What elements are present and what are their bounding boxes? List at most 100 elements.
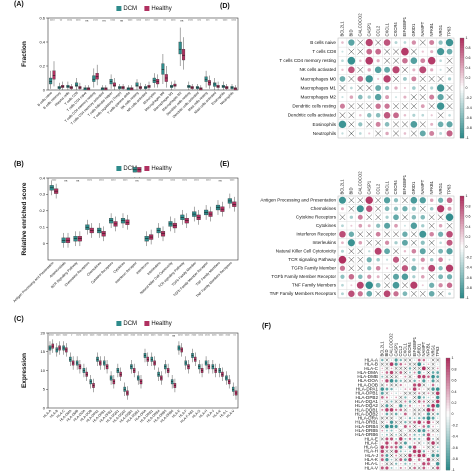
correlation-dot xyxy=(435,462,440,466)
colorbar-segment xyxy=(460,254,464,258)
correlation-dot xyxy=(381,429,384,432)
correlation-dot xyxy=(341,241,344,245)
correlation-dot xyxy=(422,363,425,366)
colorbar-tick-label: 1 xyxy=(466,194,468,198)
correlation-dot xyxy=(385,95,390,100)
nonsignificant-cross xyxy=(380,362,384,366)
nonsignificant-cross xyxy=(366,214,373,221)
correlation-dot xyxy=(432,463,434,465)
correlation-dot xyxy=(410,222,418,229)
significance-label: ns xyxy=(135,179,139,183)
correlation-dot xyxy=(392,256,400,263)
correlation-dot xyxy=(412,68,416,72)
colorbar-tick-label: -1 xyxy=(466,136,469,140)
colorbar-frame xyxy=(445,357,451,471)
correlation-dot xyxy=(385,445,389,449)
colorbar-segment xyxy=(460,133,464,136)
correlation-dot xyxy=(435,399,440,404)
correlation-dot xyxy=(413,376,416,378)
correlation-dot xyxy=(408,425,412,428)
significance-label: **** xyxy=(192,334,198,338)
nonsignificant-cross xyxy=(446,103,453,110)
correlation-dot xyxy=(417,383,421,387)
correlation-dot xyxy=(426,437,431,441)
box-dcm xyxy=(92,75,96,82)
row-label: HLA-DQA1 xyxy=(355,399,378,404)
significance-label: **** xyxy=(110,334,116,338)
colorbar-segment xyxy=(460,38,464,41)
correlation-dot xyxy=(385,215,389,219)
correlation-dot xyxy=(347,239,355,247)
colorbar-segment xyxy=(446,414,450,418)
box-healthy xyxy=(52,70,56,80)
row-label: TCR signaling Pathway xyxy=(288,257,336,262)
row-label: NK cells activated xyxy=(299,67,336,72)
colorbar-segment xyxy=(446,374,450,378)
correlation-dot xyxy=(404,450,407,453)
correlation-dot xyxy=(426,457,431,462)
correlation-dot xyxy=(395,429,397,432)
box-dcm xyxy=(161,63,165,75)
correlation-dot xyxy=(437,48,445,56)
colorbar-frame xyxy=(459,195,465,299)
y-tick-label: 0 xyxy=(43,241,46,246)
nonsignificant-cross xyxy=(384,282,390,289)
colorbar-segment xyxy=(460,80,464,84)
correlation-dot xyxy=(438,197,444,203)
legend-label-dcm: DCM xyxy=(123,6,137,12)
colorbar-segment xyxy=(460,259,464,263)
nonsignificant-cross xyxy=(394,366,398,370)
column-label: BCL2L1 xyxy=(380,341,385,357)
correlation-dot xyxy=(423,458,425,461)
correlation-dot xyxy=(427,380,430,382)
nonsignificant-cross xyxy=(431,429,435,433)
nonsignificant-cross xyxy=(437,112,444,119)
correlation-dot xyxy=(421,274,425,279)
colorbar-tick-label: 0.2 xyxy=(452,401,457,405)
correlation-dot xyxy=(395,392,397,394)
correlation-dot xyxy=(367,68,371,72)
x-tick-label: Antigen Processing and Presentation xyxy=(12,261,54,303)
correlation-dot xyxy=(389,362,394,367)
column-label: NFKB1 xyxy=(429,180,434,194)
colorbar-segment xyxy=(446,453,450,457)
correlation-dot xyxy=(446,274,453,280)
correlation-dot xyxy=(389,437,394,441)
colorbar-segment xyxy=(446,456,450,460)
column-label: NAMPT xyxy=(420,21,425,36)
nonsignificant-cross xyxy=(410,103,417,110)
correlation-dot xyxy=(403,114,407,117)
colorbar-segment xyxy=(460,213,464,217)
nonsignificant-cross xyxy=(431,391,435,395)
nonsignificant-cross xyxy=(428,222,435,229)
significance-label: **** xyxy=(76,19,82,23)
correlation-dot xyxy=(422,433,426,436)
nonsignificant-cross xyxy=(436,441,440,445)
nonsignificant-cross xyxy=(413,429,417,433)
correlation-dot xyxy=(427,450,430,453)
row-label: HLA-V xyxy=(364,465,378,470)
nonsignificant-cross xyxy=(380,424,384,428)
correlation-dot xyxy=(384,103,390,109)
colorbar-tick-label: 0.8 xyxy=(466,204,471,208)
correlation-dot xyxy=(376,59,380,63)
column-label: NFKB1 xyxy=(429,22,434,36)
colorbar-segment xyxy=(460,241,464,245)
correlation-dot xyxy=(348,231,355,237)
correlation-dot xyxy=(394,462,398,465)
significance-label: **** xyxy=(151,334,157,338)
nonsignificant-cross xyxy=(436,429,440,433)
colorbar-segment xyxy=(446,450,450,454)
correlation-dot xyxy=(446,197,453,204)
correlation-dot xyxy=(383,290,391,298)
correlation-dot xyxy=(432,421,434,424)
nonsignificant-cross xyxy=(417,466,421,470)
correlation-dot xyxy=(375,113,381,118)
y-tick-label: 20 xyxy=(41,330,46,335)
nonsignificant-cross xyxy=(422,383,426,387)
correlation-dot xyxy=(436,417,439,419)
correlation-dot xyxy=(341,50,344,53)
colorbar-segment xyxy=(460,196,464,199)
nonsignificant-cross xyxy=(392,130,400,137)
significance-label: ns xyxy=(219,179,223,183)
